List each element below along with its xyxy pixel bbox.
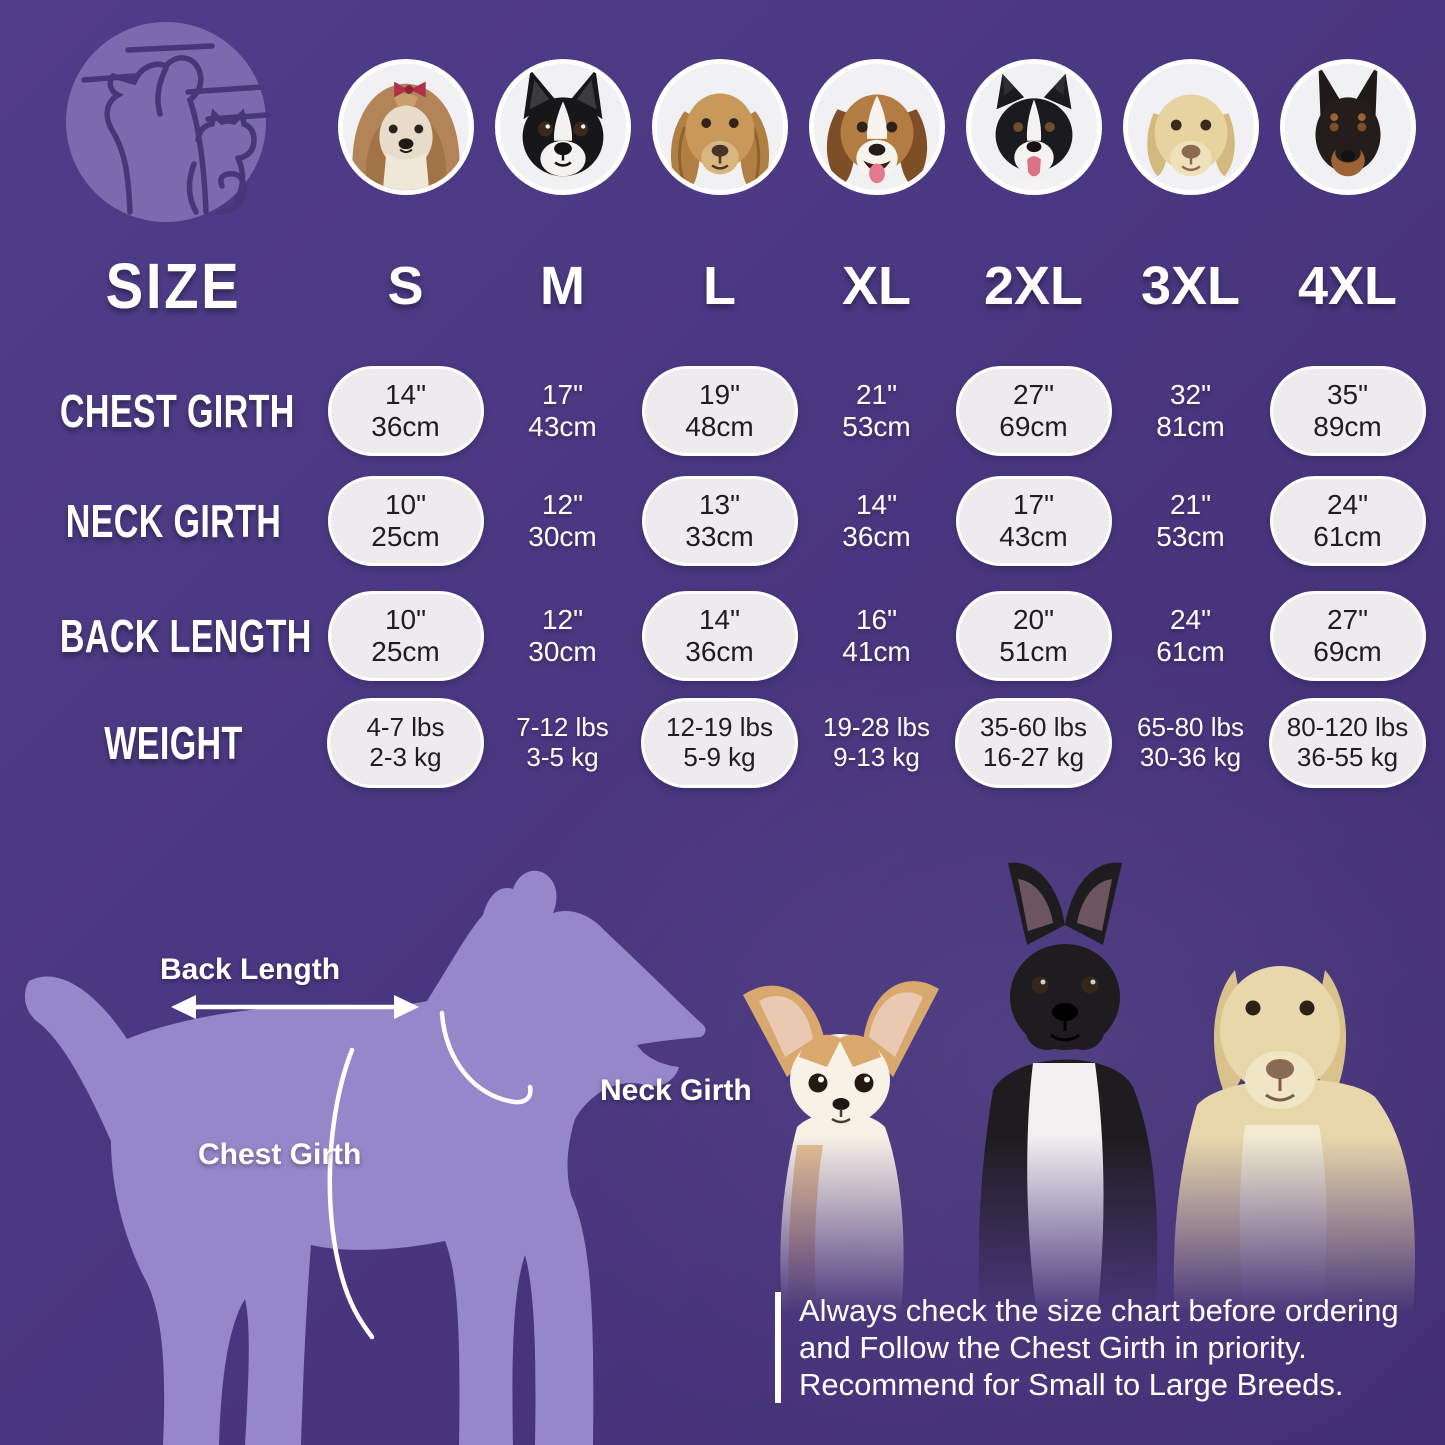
size-header-row: SIZE S M L XL 2XL 3XL 4XL [20,250,1426,322]
breed-photo-shih-tzu [327,57,484,197]
cell-chest-3xl: 32" 81cm [1156,379,1225,442]
border-collie-icon [965,58,1102,196]
row-label: WEIGHT [104,717,243,769]
note-line: Always check the size chart before order… [799,1293,1399,1328]
cell-back-3xl: 24" 61cm [1156,604,1225,667]
breed-photo-labrador [1112,57,1269,197]
cell-weight-m: 7-12 lbs 3-5 kg [516,712,609,772]
cell-weight-2xl: 35-60 lbs 16-27 kg [955,698,1112,788]
cell-chest-xl: 21" 53cm [842,379,911,442]
breed-photo-boston-terrier [484,57,641,197]
cell-neck-m: 12" 30cm [528,489,597,552]
cell-chest-m: 17" 43cm [528,379,597,442]
chest-girth-label: Chest Girth [198,1138,362,1171]
cell-back-m: 12" 30cm [528,604,597,667]
measurement-diagram: Back Length Neck Girth Chest Girth [15,855,752,1445]
note-line: Recommend for Small to Large Breeds. [799,1367,1344,1402]
neck-girth-label: Neck Girth [600,1074,752,1107]
beagle-icon [808,58,945,196]
row-label: BACK LENGTH [59,610,312,662]
chihuahua-photo [743,981,939,1315]
labrador-icon [1122,58,1259,196]
cell-weight-3xl: 65-80 lbs 30-36 kg [1137,712,1244,772]
back-length-label: Back Length [159,953,341,986]
column-head-m: M [540,256,585,316]
cell-neck-2xl: 17" 43cm [955,476,1112,566]
column-head-s: S [387,256,424,316]
column-head-3xl: 3XL [1140,256,1241,316]
shih-tzu-icon [337,58,474,196]
cell-chest-l: 19" 48cm [641,366,798,456]
column-head-2xl: 2XL [983,256,1084,316]
table-row-back-length: BACK LENGTH 10" 25cm 12" 30cm 14" 36cm 16" 4… [20,591,1426,681]
cell-back-2xl: 20" 51cm [955,591,1112,681]
dog-silhouette-diagram [24,870,706,1445]
chest-girth-curve [327,1047,375,1340]
column-head-4xl: 4XL [1297,256,1398,316]
breed-photo-beagle [798,57,955,197]
column-head-xl: XL [841,256,911,316]
breed-photo-cocker-spaniel [641,57,798,197]
dog-silhouette [24,870,706,1445]
labrador-photo [1173,966,1416,1315]
cell-weight-xl: 19-28 lbs 9-13 kg [823,712,930,772]
cell-neck-3xl: 21" 53cm [1156,489,1225,552]
table-row-chest-girth: CHEST GIRTH 14" 36cm 17" 43cm 19" 48cm 21" 5… [20,366,1426,456]
breed-photo-doberman [1269,57,1426,197]
three-dogs-illustration [743,862,1416,1315]
cell-chest-4xl: 35" 89cm [1269,366,1426,456]
breed-photo-border-collie [955,57,1112,197]
cell-back-xl: 16" 41cm [842,604,911,667]
cocker-spaniel-icon [651,58,788,196]
boston-terrier-icon [494,58,631,196]
cell-back-l: 14" 36cm [641,591,798,681]
table-row-weight: WEIGHT 4-7 lbs 2-3 kg 7-12 lbs 3-5 kg 12-1… [20,698,1426,788]
cell-back-s: 10" 25cm [327,591,484,681]
french-bulldog-photo [978,862,1158,1315]
cell-neck-4xl: 24" 61cm [1269,476,1426,566]
row-label: CHEST GIRTH [59,385,295,437]
doberman-icon [1279,58,1416,196]
sizing-note: Always check the size chart before order… [775,1292,1445,1403]
cell-weight-s: 4-7 lbs 2-3 kg [327,698,484,788]
cell-neck-l: 13" 33cm [641,476,798,566]
dog-and-cat-logo-icon [66,22,271,222]
breed-photo-row [327,57,1426,197]
row-label: NECK GIRTH [65,495,282,547]
cell-chest-2xl: 27" 69cm [955,366,1112,456]
neck-girth-curve [439,1010,533,1105]
note-line: and Follow the Chest Girth in priority. [799,1330,1307,1365]
cell-weight-4xl: 80-120 lbs 36-55 kg [1269,698,1426,788]
cell-back-4xl: 27" 69cm [1269,591,1426,681]
cell-neck-s: 10" 25cm [327,476,484,566]
cell-neck-xl: 14" 36cm [842,489,911,552]
column-head-l: L [703,256,736,316]
cell-chest-s: 14" 36cm [327,366,484,456]
cell-weight-l: 12-19 lbs 5-9 kg [641,698,798,788]
size-corner-label: SIZE [105,250,242,322]
table-row-neck-girth: NECK GIRTH 10" 25cm 12" 30cm 13" 33cm 14" 36… [20,476,1426,566]
